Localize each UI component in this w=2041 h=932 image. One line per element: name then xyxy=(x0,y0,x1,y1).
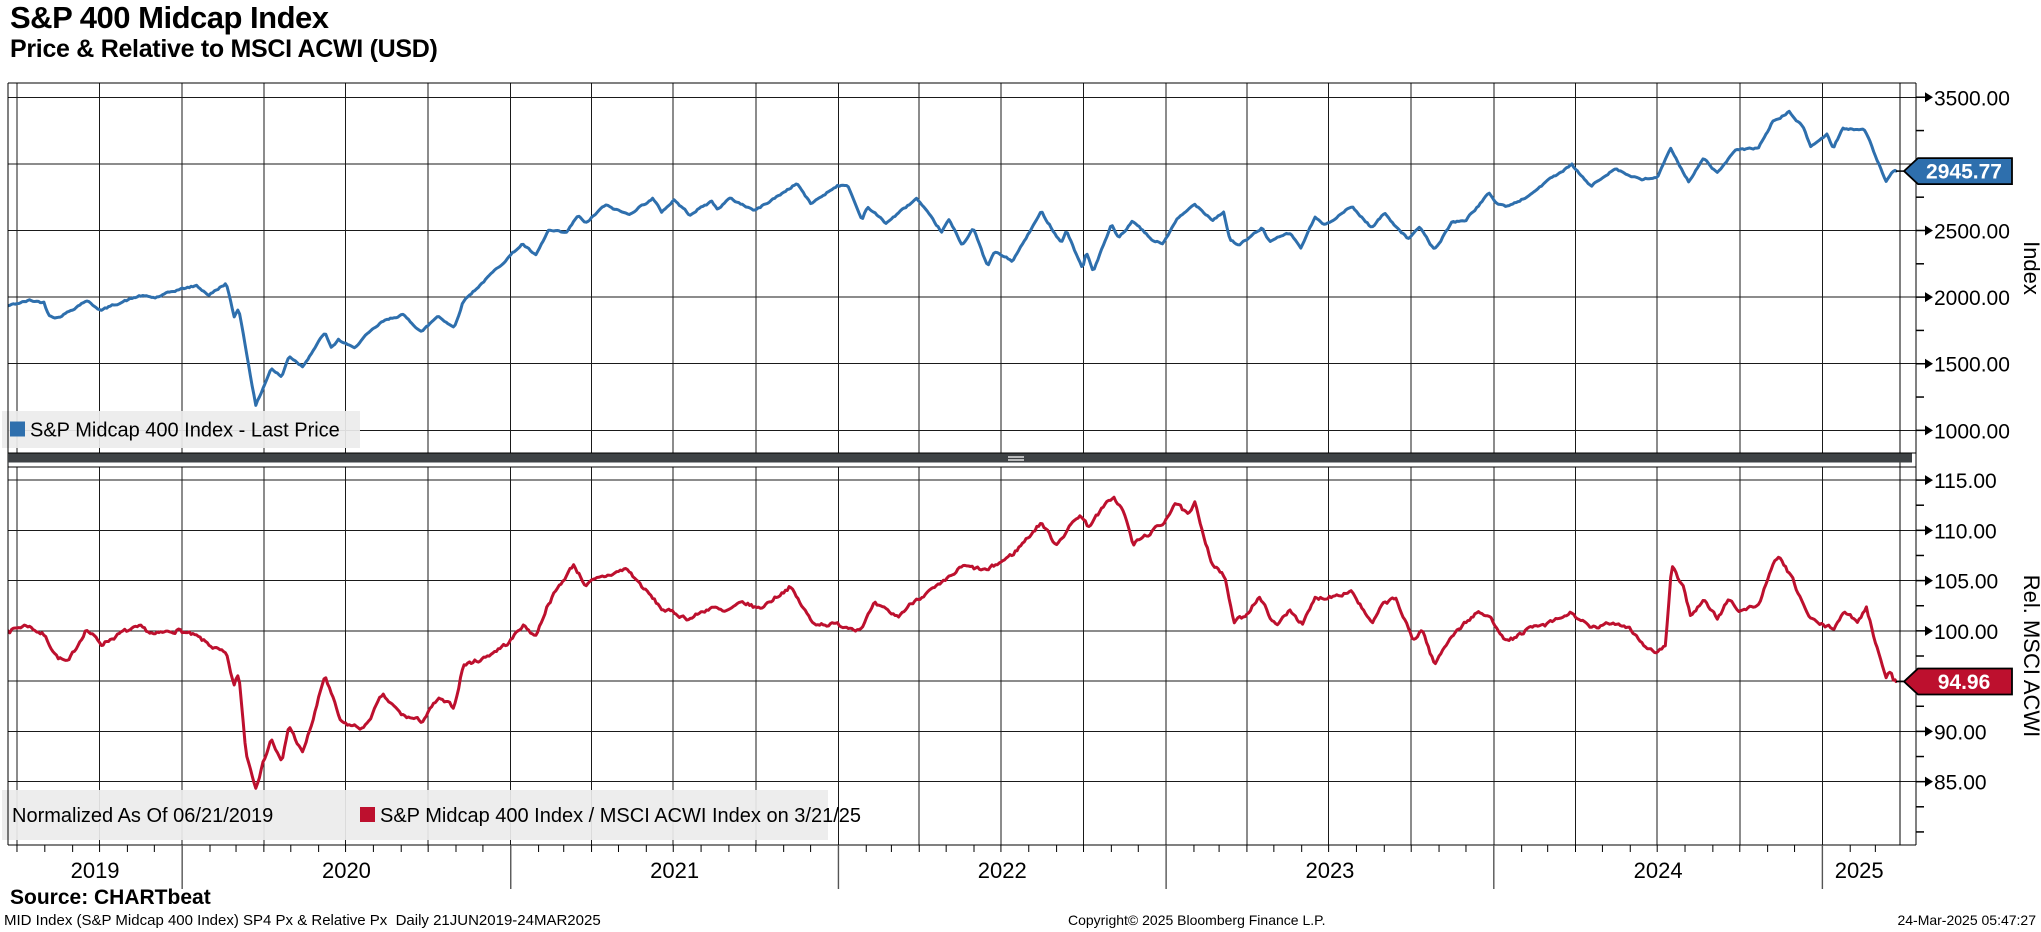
x-tick-year: 2020 xyxy=(322,858,371,883)
y-tick-label: 2000.00 xyxy=(1934,287,2010,310)
legend-label: S&P Midcap 400 Index - Last Price xyxy=(30,420,340,442)
y-tick-label: 3500.00 xyxy=(1934,87,2010,110)
relative-line-series xyxy=(8,495,1898,790)
last-price-badge: 2945.77 xyxy=(1896,157,2013,186)
badge-value: 94.96 xyxy=(1938,671,1991,694)
x-tick-year: 2022 xyxy=(978,858,1027,883)
panel-divider-grip[interactable] xyxy=(1008,456,1024,458)
y-tick-label: 100.00 xyxy=(1934,621,1998,644)
y-axis-price: 1000.001500.002000.002500.003000.003500.… xyxy=(1916,87,2041,443)
y-axis-title-relative: Rel. MSCI ACWI xyxy=(2019,575,2041,738)
last-relative-badge: 94.96 xyxy=(1896,667,2013,696)
gridlines-panel-price xyxy=(8,83,1916,453)
badge-value: 2945.77 xyxy=(1926,161,2002,184)
y-tick-label: 1000.00 xyxy=(1934,420,2010,443)
panel-divider-grip2[interactable] xyxy=(1008,459,1024,461)
x-tick-year: 2024 xyxy=(1634,858,1683,883)
x-tick-year: 2019 xyxy=(71,858,120,883)
price-line-series xyxy=(8,109,1898,407)
legend-price[interactable]: S&P Midcap 400 Index - Last Price xyxy=(2,411,360,448)
footer-security-description: MID Index (S&P Midcap 400 Index) SP4 Px … xyxy=(4,912,601,929)
source-label: Source: CHARTbeat xyxy=(10,886,211,909)
legend-relative[interactable]: Normalized As Of 06/21/2019 S&P Midcap 40… xyxy=(2,790,861,840)
y-tick-label: 115.00 xyxy=(1934,470,1997,493)
x-axis: 2019 2020 2021 2022 2023 2024 2025 xyxy=(16,845,1884,889)
page-title: S&P 400 Midcap Index xyxy=(10,0,329,35)
y-tick-label: 90.00 xyxy=(1934,721,1987,744)
y-tick-label: 2500.00 xyxy=(1934,220,2010,243)
legend-swatch xyxy=(10,421,25,437)
legend-label: Normalized As Of 06/21/2019 xyxy=(12,805,273,827)
legend-label: S&P Midcap 400 Index / MSCI ACWI Index o… xyxy=(380,805,861,827)
x-tick-year: 2023 xyxy=(1305,858,1354,883)
footer-timestamp: 24-Mar-2025 05:47:27 xyxy=(1897,912,2036,928)
gridlines-panel-relative xyxy=(8,467,1916,845)
panel-divider[interactable] xyxy=(8,453,1912,463)
legend-swatch xyxy=(360,807,375,822)
x-tick-year: 2021 xyxy=(650,858,699,883)
y-tick-label: 105.00 xyxy=(1934,571,1998,594)
x-tick-year: 2025 xyxy=(1835,858,1884,883)
y-tick-label: 1500.00 xyxy=(1934,354,2010,377)
y-axis-title-price: Index xyxy=(2019,241,2041,295)
y-tick-label: 85.00 xyxy=(1934,772,1987,795)
y-tick-label: 110.00 xyxy=(1934,520,1997,543)
footer-copyright: Copyright© 2025 Bloomberg Finance L.P. xyxy=(1068,912,1326,928)
page-subtitle: Price & Relative to MSCI ACWI (USD) xyxy=(10,35,438,63)
y-axis-relative: 85.0090.0095.00100.00105.00110.00115.00R… xyxy=(1916,470,2041,833)
